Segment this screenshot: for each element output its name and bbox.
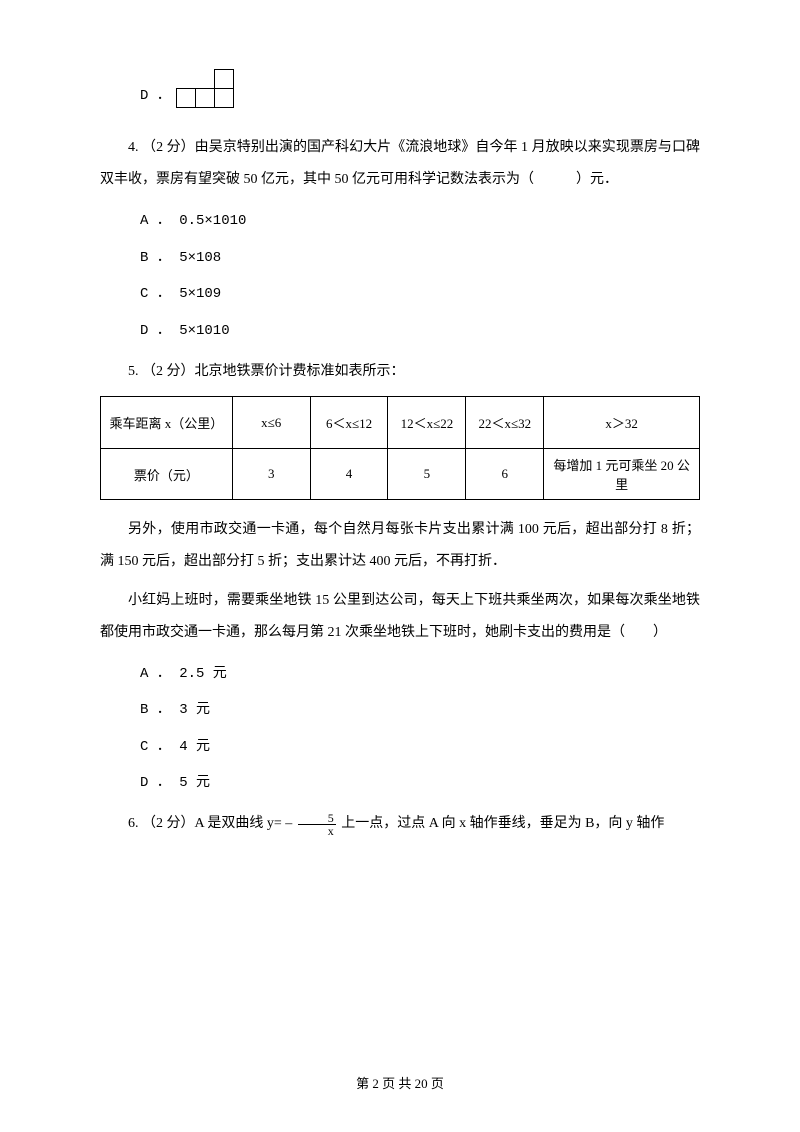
q6-suffix: 上一点，过点 A 向 x 轴作垂线，垂足为 B，向 y 轴作	[341, 816, 664, 831]
th-0: 乘车距离 x（公里）	[101, 397, 233, 449]
q5-para1: 另外，使用市政交通一卡通，每个自然月每张卡片支出累计满 100 元后，超出部分打…	[100, 514, 700, 578]
page-footer: 第 2 页 共 20 页	[0, 1073, 800, 1092]
th-5: x＞32	[544, 397, 700, 449]
q6-prefix: 6. （2 分）A 是双曲线 y= –	[128, 816, 296, 831]
tetromino-icon	[177, 70, 234, 108]
q6-stem: 6. （2 分）A 是双曲线 y= – 5 x 上一点，过点 A 向 x 轴作垂…	[100, 808, 700, 840]
td-label: 票价（元）	[101, 449, 233, 500]
q5-option-d: D ． 5 元	[140, 772, 700, 794]
td-3: 6	[466, 449, 544, 500]
td-4: 每增加 1 元可乘坐 20 公里	[544, 449, 700, 500]
q5-option-a: A ． 2.5 元	[140, 663, 700, 685]
q4-option-c: C ． 5×109	[140, 283, 700, 305]
td-0: 3	[232, 449, 310, 500]
fare-table: 乘车距离 x（公里） x≤6 6＜x≤12 12＜x≤22 22＜x≤32 x＞…	[100, 396, 700, 500]
table-row: 票价（元） 3 4 5 6 每增加 1 元可乘坐 20 公里	[101, 449, 700, 500]
fraction-icon: 5 x	[298, 812, 336, 837]
q3-option-d: D ．	[140, 70, 700, 108]
option-d-label: D ．	[140, 84, 171, 104]
q4-option-a: A ． 0.5×1010	[140, 210, 700, 232]
th-1: x≤6	[232, 397, 310, 449]
th-3: 12＜x≤22	[388, 397, 466, 449]
q5-para2: 小红妈上班时，需要乘坐地铁 15 公里到达公司，每天上下班共乘坐两次，如果每次乘…	[100, 585, 700, 649]
q4-option-b: B ． 5×108	[140, 247, 700, 269]
th-4: 22＜x≤32	[466, 397, 544, 449]
table-header-row: 乘车距离 x（公里） x≤6 6＜x≤12 12＜x≤22 22＜x≤32 x＞…	[101, 397, 700, 449]
frac-num: 5	[298, 812, 336, 825]
frac-den: x	[298, 825, 336, 837]
q5-stem: 5. （2 分）北京地铁票价计费标准如表所示：	[100, 356, 700, 388]
page: D ． 4. （2 分）由吴京特别出演的国产科幻大片《流浪地球》自今年 1 月放…	[0, 0, 800, 1132]
td-1: 4	[310, 449, 388, 500]
th-2: 6＜x≤12	[310, 397, 388, 449]
q4-stem: 4. （2 分）由吴京特别出演的国产科幻大片《流浪地球》自今年 1 月放映以来实…	[100, 132, 700, 196]
td-2: 5	[388, 449, 466, 500]
q5-option-c: C ． 4 元	[140, 736, 700, 758]
q4-option-d: D ． 5×1010	[140, 320, 700, 342]
q5-option-b: B ． 3 元	[140, 699, 700, 721]
